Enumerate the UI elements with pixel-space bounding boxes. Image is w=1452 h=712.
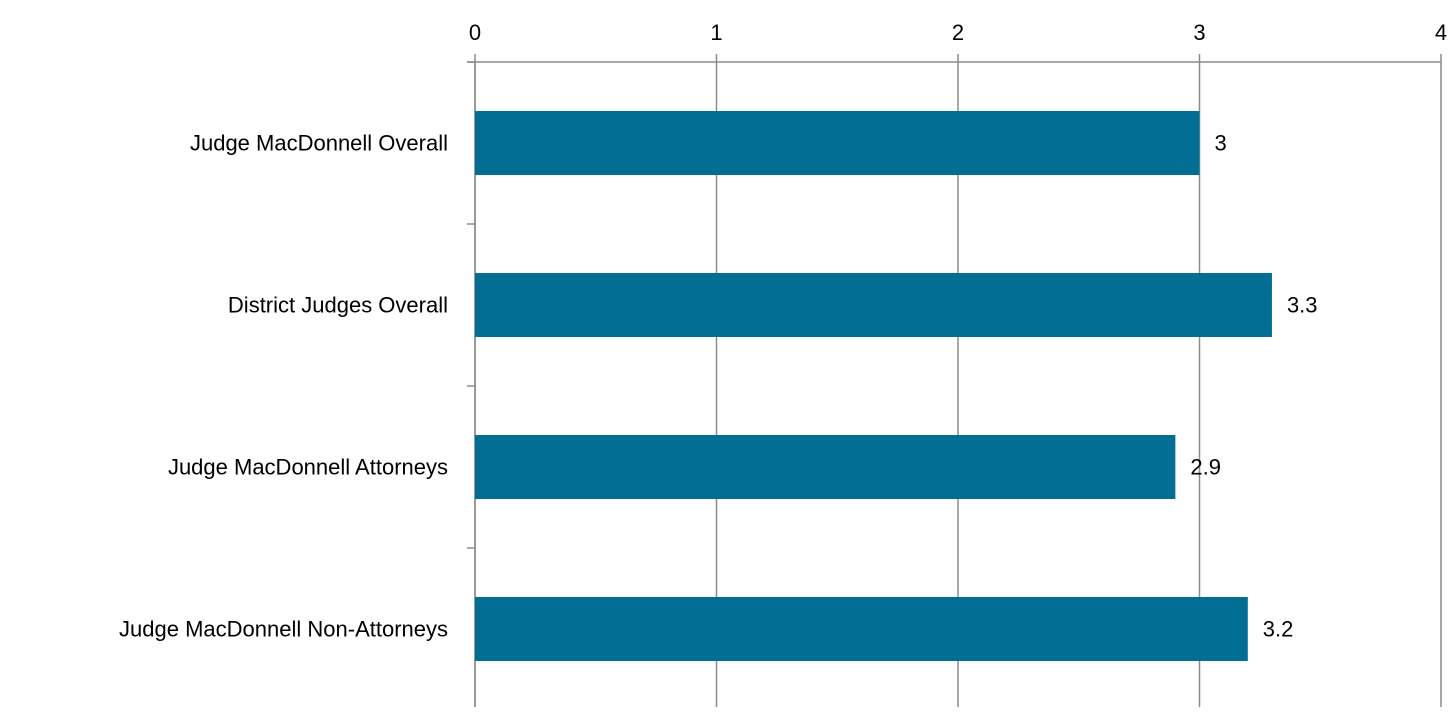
bar [475,597,1248,661]
x-tick-label: 3 [1193,20,1205,45]
bar [475,111,1200,175]
x-tick-label: 4 [1435,20,1447,45]
data-label: 2.9 [1190,455,1221,480]
data-label: 3 [1215,131,1227,156]
bar [475,435,1176,499]
x-tick-labels: 0 1 2 3 4 [469,20,1447,45]
x-tick-label: 1 [710,20,722,45]
bars [475,111,1272,661]
x-tick-label: 2 [952,20,964,45]
bar [475,273,1272,337]
category-label: Judge MacDonnell Overall [190,131,448,156]
x-tick-label: 0 [469,20,481,45]
category-label: District Judges Overall [228,293,448,318]
data-label: 3.2 [1263,617,1294,642]
data-labels: 3 3.3 2.9 3.2 [1190,131,1317,642]
category-label: Judge MacDonnell Non-Attorneys [119,617,448,642]
category-label: Judge MacDonnell Attorneys [168,455,448,480]
data-label: 3.3 [1287,293,1318,318]
category-labels: Judge MacDonnell Overall District Judges … [119,131,448,642]
